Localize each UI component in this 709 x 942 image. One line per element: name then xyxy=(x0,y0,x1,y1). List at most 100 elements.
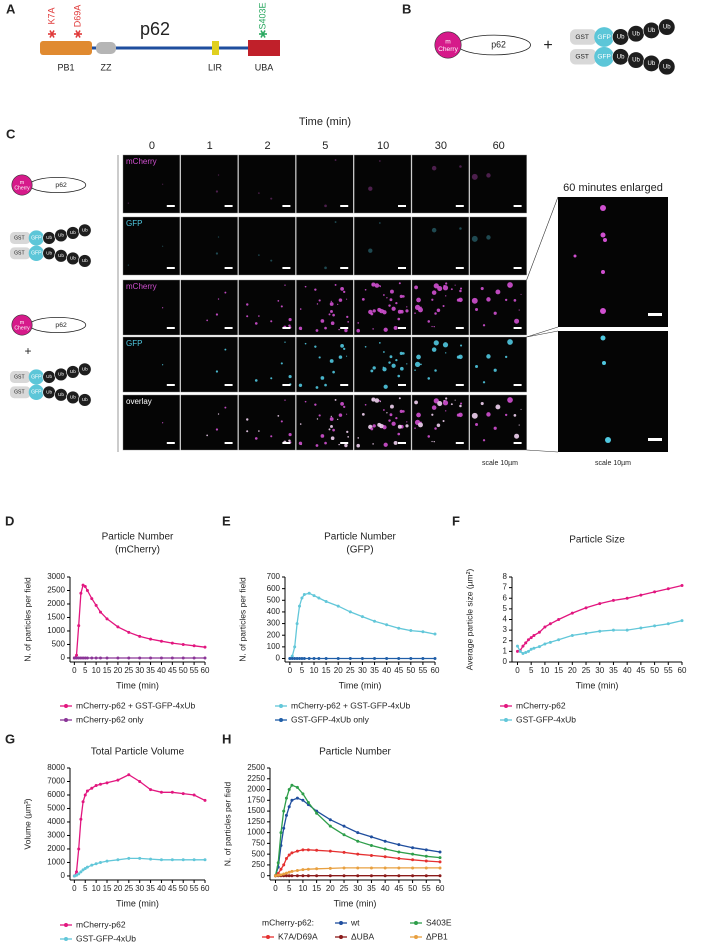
asterisk xyxy=(75,30,81,38)
data-point xyxy=(290,798,294,802)
micrograph xyxy=(354,216,412,276)
domain-pb1 xyxy=(40,41,92,55)
y-axis-label: N. of particles per field xyxy=(22,577,32,662)
data-point xyxy=(81,868,85,872)
y-tick-label: 200 xyxy=(267,630,281,639)
y-tick-label: 2250 xyxy=(247,774,265,783)
particle xyxy=(414,400,418,405)
particle xyxy=(431,413,434,416)
particle xyxy=(332,370,335,374)
particle xyxy=(374,398,380,403)
particle xyxy=(343,290,346,294)
particle xyxy=(344,443,348,448)
data-point xyxy=(159,656,163,660)
particle xyxy=(215,370,219,373)
data-point xyxy=(639,593,643,597)
protein-name: p62 xyxy=(140,19,170,39)
x-tick-label: 30 xyxy=(135,666,144,675)
particle xyxy=(417,422,423,428)
y-tick-label: 1 xyxy=(503,646,508,655)
time-label: 1 xyxy=(207,140,213,152)
gfp xyxy=(28,245,44,261)
micrograph xyxy=(238,336,296,393)
data-point xyxy=(149,857,153,861)
particle xyxy=(414,369,416,371)
data-point xyxy=(77,847,81,851)
particle xyxy=(314,288,317,291)
x-axis-label: Time (min) xyxy=(576,680,619,690)
particle xyxy=(398,282,401,285)
ub-label: Ub xyxy=(70,256,76,261)
data-point xyxy=(149,656,153,660)
x-tick-label: 5 xyxy=(300,666,305,675)
x-tick-label: 15 xyxy=(103,666,112,675)
x-tick-label: 45 xyxy=(394,884,403,893)
series-line xyxy=(74,857,205,877)
gfp xyxy=(594,46,614,67)
data-point xyxy=(336,604,340,608)
x-tick-label: 0 xyxy=(273,884,278,893)
data-point xyxy=(287,870,291,874)
particle xyxy=(372,328,374,330)
y-tick-label: 6 xyxy=(503,593,508,602)
scale-bar xyxy=(282,442,291,444)
data-point xyxy=(90,863,94,867)
p62-label: p62 xyxy=(55,322,67,329)
data-point xyxy=(521,652,525,655)
data-point xyxy=(639,626,643,630)
y-tick-label: 250 xyxy=(252,860,266,869)
data-point xyxy=(138,656,142,660)
legend-marker xyxy=(504,704,508,708)
time-label: 5 xyxy=(322,140,328,152)
data-point xyxy=(438,850,442,854)
particle xyxy=(224,348,227,351)
time-axis-title: Time (min) xyxy=(299,116,351,128)
data-point xyxy=(557,618,561,621)
particle xyxy=(414,312,416,314)
x-tick-label: 0 xyxy=(288,666,293,675)
gst xyxy=(570,49,597,65)
ub xyxy=(78,223,92,238)
mutation-stars xyxy=(48,30,267,38)
particle xyxy=(329,417,334,421)
particle xyxy=(486,354,491,359)
ub-label: Ub xyxy=(58,253,64,258)
micrograph xyxy=(238,279,296,336)
particle xyxy=(329,302,334,306)
particle xyxy=(504,355,508,359)
legend-marker xyxy=(414,935,418,939)
particle xyxy=(458,412,463,418)
ub xyxy=(78,362,92,377)
y-tick-label: 8 xyxy=(503,572,508,581)
data-point xyxy=(290,654,294,658)
ub-label: Ub xyxy=(46,374,52,379)
enlarged-image xyxy=(558,197,668,327)
time-label: 30 xyxy=(435,140,447,152)
particle xyxy=(504,413,508,417)
scale-bar xyxy=(513,267,522,269)
data-point xyxy=(90,597,94,601)
gfp-label: GFP xyxy=(31,235,42,241)
data-point xyxy=(159,858,163,862)
x-tick-label: 10 xyxy=(540,666,549,675)
mcherry-label: m xyxy=(20,320,24,326)
particle xyxy=(356,443,360,448)
particle xyxy=(427,320,431,323)
particle xyxy=(445,295,447,297)
y-tick-label: 5 xyxy=(503,604,508,613)
particle xyxy=(330,415,332,418)
data-point xyxy=(203,656,207,660)
plus: + xyxy=(543,37,552,54)
particle xyxy=(270,435,273,438)
data-point xyxy=(312,594,316,598)
particle xyxy=(346,298,348,300)
particle xyxy=(215,252,219,255)
y-tick-label: 2 xyxy=(503,636,508,645)
particle xyxy=(480,401,484,406)
scale-bar xyxy=(398,205,406,207)
data-point xyxy=(383,847,387,851)
particle xyxy=(314,345,317,348)
particle xyxy=(277,415,280,417)
micrograph xyxy=(122,336,180,393)
particle xyxy=(386,297,388,299)
